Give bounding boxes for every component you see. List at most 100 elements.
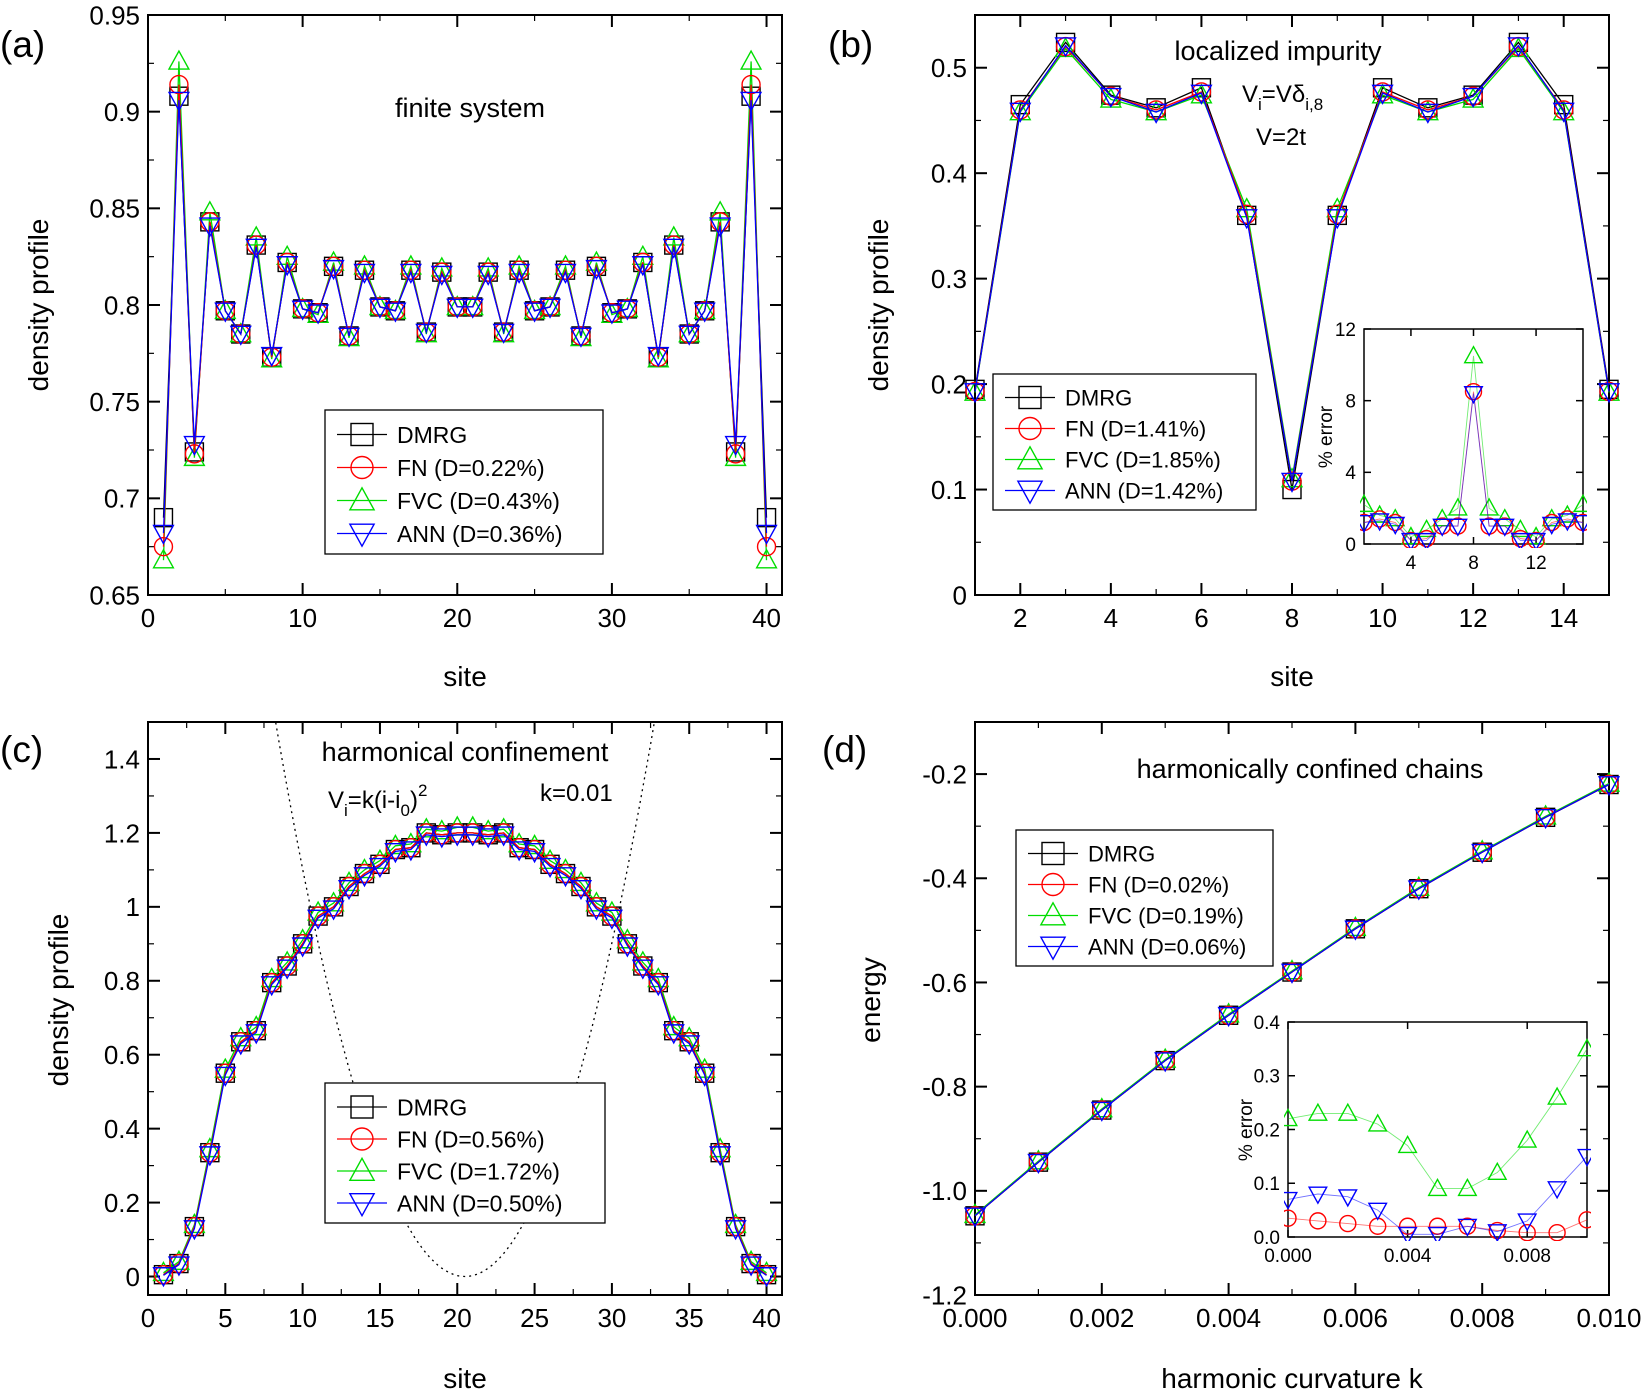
ann-point	[245, 238, 268, 259]
ann-point	[384, 843, 407, 864]
fvc-point	[1027, 1149, 1050, 1170]
fn-point	[694, 1063, 715, 1083]
ann-point	[1479, 518, 1500, 537]
fvc-point	[446, 295, 469, 316]
ann-point	[1494, 518, 1515, 537]
legend-label: FVC (D=1.72%)	[397, 1158, 560, 1184]
x-tick-label: 12	[1459, 603, 1488, 633]
fn-point	[555, 260, 576, 280]
fn-point	[1309, 1212, 1327, 1230]
fvc-point	[616, 297, 639, 318]
fn-point	[602, 906, 622, 926]
plot-frame	[147, 721, 783, 1296]
legend-label: DMRG	[397, 422, 467, 448]
fvc-point	[1510, 519, 1531, 538]
fvc-point	[1217, 1002, 1240, 1023]
x-tick-label: 0.000	[1264, 1246, 1312, 1267]
series-ann	[152, 91, 778, 545]
panel-label: (d)	[822, 729, 867, 770]
fn-point	[509, 837, 529, 858]
ann-point	[307, 304, 330, 325]
formula-strength: V=2t	[1256, 124, 1306, 151]
ann-point	[1526, 532, 1547, 548]
inset-bg	[1364, 329, 1583, 544]
fn-point	[540, 854, 560, 875]
fvc-point	[1280, 467, 1304, 488]
y-tick-label: 1	[126, 892, 140, 922]
ann-point	[1457, 1218, 1478, 1237]
y-tick-label: 0.3	[931, 264, 967, 294]
legend-marker	[350, 422, 374, 447]
legend-label: ANN (D=0.36%)	[397, 521, 563, 547]
fvc-point	[492, 817, 515, 838]
fvc-point	[709, 200, 732, 221]
ann-point	[276, 256, 299, 277]
ann-point	[430, 828, 453, 849]
ann-point	[585, 259, 608, 281]
x-tick-label: 8	[1468, 553, 1479, 574]
fn-point	[292, 934, 313, 954]
ann-point	[399, 841, 422, 862]
legend-marker	[348, 1156, 376, 1182]
y-tick-label: 0.8	[104, 966, 140, 996]
fn-point	[169, 1253, 189, 1274]
panel-label: (c)	[0, 729, 43, 770]
fn-point	[1237, 204, 1257, 225]
y-axis-label: energy	[855, 957, 886, 1043]
fvc-point	[1009, 100, 1032, 121]
annotation: localized impurity	[1174, 36, 1382, 66]
y-tick-label: 0.2	[1254, 1120, 1280, 1141]
legend: DMRG FN (D=0.22%) FVC (D=0.43%) ANN (D=0.36…	[324, 409, 604, 555]
fvc-point	[678, 322, 701, 343]
fn-point	[1554, 100, 1574, 120]
fvc-point	[724, 445, 747, 467]
fvc-point	[245, 225, 268, 246]
x-axis-label: site	[443, 661, 487, 692]
fvc-point	[739, 1249, 763, 1271]
ann-point	[1090, 1101, 1113, 1122]
y-tick-label: 0	[953, 580, 967, 610]
x-tick-label: 20	[443, 603, 472, 633]
y-tick-label: 0.8	[104, 290, 140, 320]
fn-point	[725, 1216, 746, 1237]
ann-point	[616, 300, 639, 321]
fn-point	[741, 74, 761, 95]
y-tick-label: 0.5	[931, 53, 967, 83]
ann-point	[1235, 209, 1258, 230]
x-tick-label: 5	[218, 1303, 232, 1333]
fvc-point	[1463, 345, 1484, 364]
legend-label: DMRG	[1065, 385, 1132, 410]
fn-point	[1464, 383, 1483, 401]
fvc-point	[183, 1212, 206, 1234]
fn-point	[262, 972, 282, 993]
ann-point	[1367, 1202, 1388, 1221]
fn-point	[586, 256, 607, 277]
legend-marker	[350, 1095, 374, 1119]
ann-point	[1547, 1181, 1568, 1200]
ann-point	[1145, 103, 1168, 124]
ann-line	[1287, 1156, 1588, 1235]
legend-label: FVC (D=1.85%)	[1065, 447, 1221, 472]
ann-point	[755, 1267, 778, 1288]
fn-point	[633, 252, 653, 273]
legend-marker	[1018, 385, 1042, 410]
fn-point	[633, 956, 653, 976]
panel-a: 0 10 20 30 40 0.65 0.7 0.75 0.8 0.85 0.9 0.95 finite…	[23, 0, 783, 692]
ann-point	[337, 327, 361, 348]
ann-point	[1471, 843, 1494, 865]
fn-point	[710, 1142, 730, 1163]
fvc-point	[755, 548, 778, 569]
ann-point	[963, 383, 987, 404]
panel-label: (a)	[0, 24, 45, 65]
y-tick-label: 0.4	[104, 1114, 140, 1144]
ann-line	[162, 100, 768, 534]
fn-point	[679, 1032, 699, 1052]
ann-point	[1597, 383, 1621, 404]
fvc-point	[1517, 1129, 1538, 1148]
fn-point	[555, 863, 576, 884]
panel-b: 2 4 6 8 10 12 14 0 0.1 0.2 0.3 0.4 0.5 localized impu…	[863, 14, 1621, 692]
legend-label: ANN (D=1.42%)	[1065, 478, 1223, 503]
fvc-point	[1154, 1047, 1177, 1068]
ann-point	[492, 323, 515, 344]
y-tick-label: 0.75	[89, 387, 140, 417]
